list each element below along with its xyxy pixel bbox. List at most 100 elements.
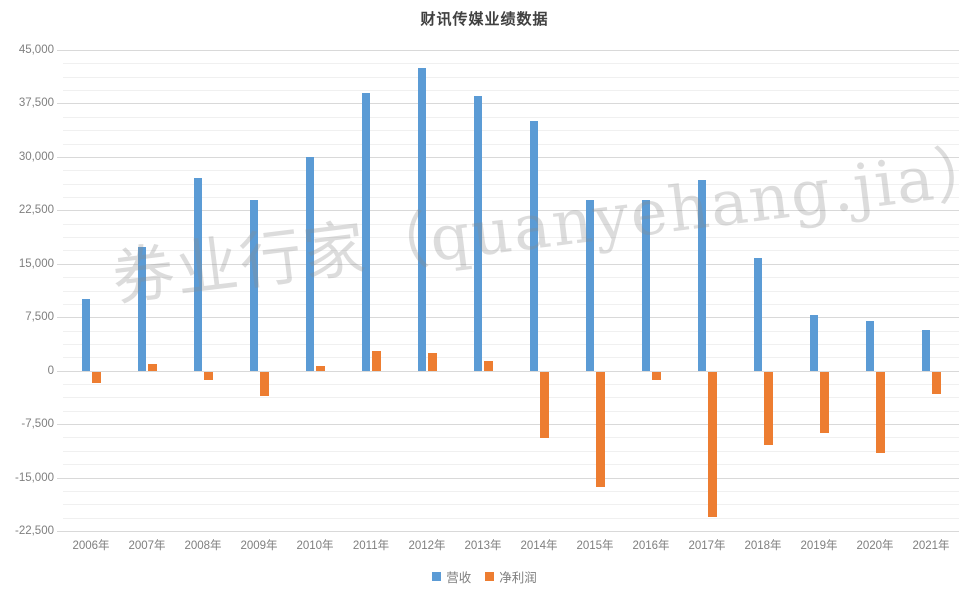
gridline-minor [63, 397, 959, 399]
y-tick-mark [57, 531, 63, 532]
zero-baseline [63, 370, 959, 372]
gridline-minor [63, 170, 959, 172]
gridline-minor [63, 504, 959, 506]
gridline-minor [63, 437, 959, 439]
bar-revenue [194, 178, 202, 371]
bar-profit [148, 364, 157, 371]
x-tick-label: 2013年 [464, 540, 502, 552]
gridline-minor [63, 237, 959, 239]
plot-area [63, 50, 959, 532]
bar-profit [876, 370, 885, 453]
y-tick-label: 7,500 [25, 311, 54, 324]
x-tick-label: 2021年 [912, 540, 950, 552]
bar-profit [708, 370, 717, 517]
y-tick-label: 37,500 [18, 97, 54, 110]
y-tick-label: 15,000 [18, 257, 54, 270]
legend-item[interactable]: 营收 [432, 567, 471, 586]
gridline-minor [63, 90, 959, 92]
bar-profit [652, 370, 661, 380]
bar-revenue [586, 199, 594, 371]
x-tick-label: 2009年 [240, 540, 278, 552]
bar-profit [932, 370, 941, 395]
x-tick-label: 2016年 [632, 540, 670, 552]
bar-revenue [474, 96, 482, 371]
x-tick-label: 2007年 [128, 540, 166, 552]
gridline-minor [63, 116, 959, 118]
gridline-major [63, 317, 959, 319]
bar-profit [204, 370, 213, 380]
y-tick-label: -7,500 [21, 418, 54, 431]
x-tick-label: 2015年 [576, 540, 614, 552]
legend-swatch-icon [485, 572, 495, 581]
x-tick-label: 2019年 [800, 540, 838, 552]
gridline-major [63, 210, 959, 212]
bar-revenue [82, 299, 90, 371]
bar-profit [596, 370, 605, 487]
gridline-minor [63, 517, 959, 519]
gridline-minor [63, 76, 959, 78]
y-tick-mark [57, 477, 63, 479]
x-axis: 2006年 2007年 2008年 2009年 2010年 2011年 2012年 2013年… [63, 531, 959, 557]
gridline-major [63, 103, 959, 105]
gridline-minor [63, 410, 959, 412]
x-axis-line [63, 531, 959, 532]
bar-profit [764, 370, 773, 446]
gridline-minor [63, 490, 959, 492]
bar-revenue [698, 179, 706, 371]
gridline-major [63, 156, 959, 158]
legend-item[interactable]: 净利润 [485, 567, 537, 586]
bar-profit [428, 352, 437, 371]
legend-label: 净利润 [499, 571, 537, 585]
gridline-minor [63, 63, 959, 65]
bar-revenue [810, 315, 818, 371]
gridline-minor [63, 450, 959, 452]
bar-profit [372, 351, 381, 371]
y-tick-mark [57, 156, 63, 158]
gridline-minor [63, 464, 959, 466]
gridline-minor [63, 196, 959, 198]
gridline-minor [63, 277, 959, 279]
bar-revenue [866, 320, 874, 371]
x-tick-label: 2020年 [856, 540, 894, 552]
y-tick-label: -22,500 [14, 525, 54, 537]
gridline-minor [63, 130, 959, 132]
bar-revenue [530, 121, 538, 371]
bar-profit [92, 370, 101, 384]
x-tick-label: 2006年 [72, 540, 110, 552]
gridline-minor [63, 343, 959, 345]
gridline-major [63, 263, 959, 265]
y-tick-mark [57, 370, 63, 372]
y-tick-mark [57, 317, 63, 319]
gridline-minor [63, 290, 959, 292]
gridline-minor [63, 143, 959, 145]
bar-revenue [138, 247, 146, 371]
y-tick-mark [57, 424, 63, 426]
x-tick-label: 2010年 [296, 540, 334, 552]
y-tick-label: 30,000 [18, 150, 54, 163]
bar-profit [820, 370, 829, 433]
y-tick-label: 0 [47, 364, 54, 377]
y-tick-label: 45,000 [18, 44, 54, 56]
bar-revenue [306, 156, 314, 371]
bar-revenue [418, 67, 426, 371]
gridline-minor [63, 183, 959, 185]
bar-revenue [754, 258, 762, 371]
bar-revenue [642, 199, 650, 371]
gridline-major [63, 50, 959, 51]
legend-label: 营收 [446, 571, 472, 585]
bar-profit [260, 370, 269, 396]
y-axis: 45,000 37,500 30,000 22,500 15,000 7,500 0 -7,5… [0, 44, 63, 537]
x-tick-label: 2008年 [184, 540, 222, 552]
chart-title: 财讯传媒业绩数据 [420, 10, 549, 28]
y-tick-mark [57, 50, 63, 51]
bar-revenue [922, 330, 930, 371]
bar-profit [484, 361, 493, 371]
y-tick-mark [57, 210, 63, 212]
gridline-minor [63, 303, 959, 305]
bar-revenue [362, 92, 370, 371]
chart-legend: 营收 净利润 [0, 567, 969, 586]
x-tick-label: 2012年 [408, 540, 446, 552]
y-tick-label: 22,500 [18, 204, 54, 217]
gridline-minor [63, 223, 959, 225]
x-tick-label: 2014年 [520, 540, 558, 552]
